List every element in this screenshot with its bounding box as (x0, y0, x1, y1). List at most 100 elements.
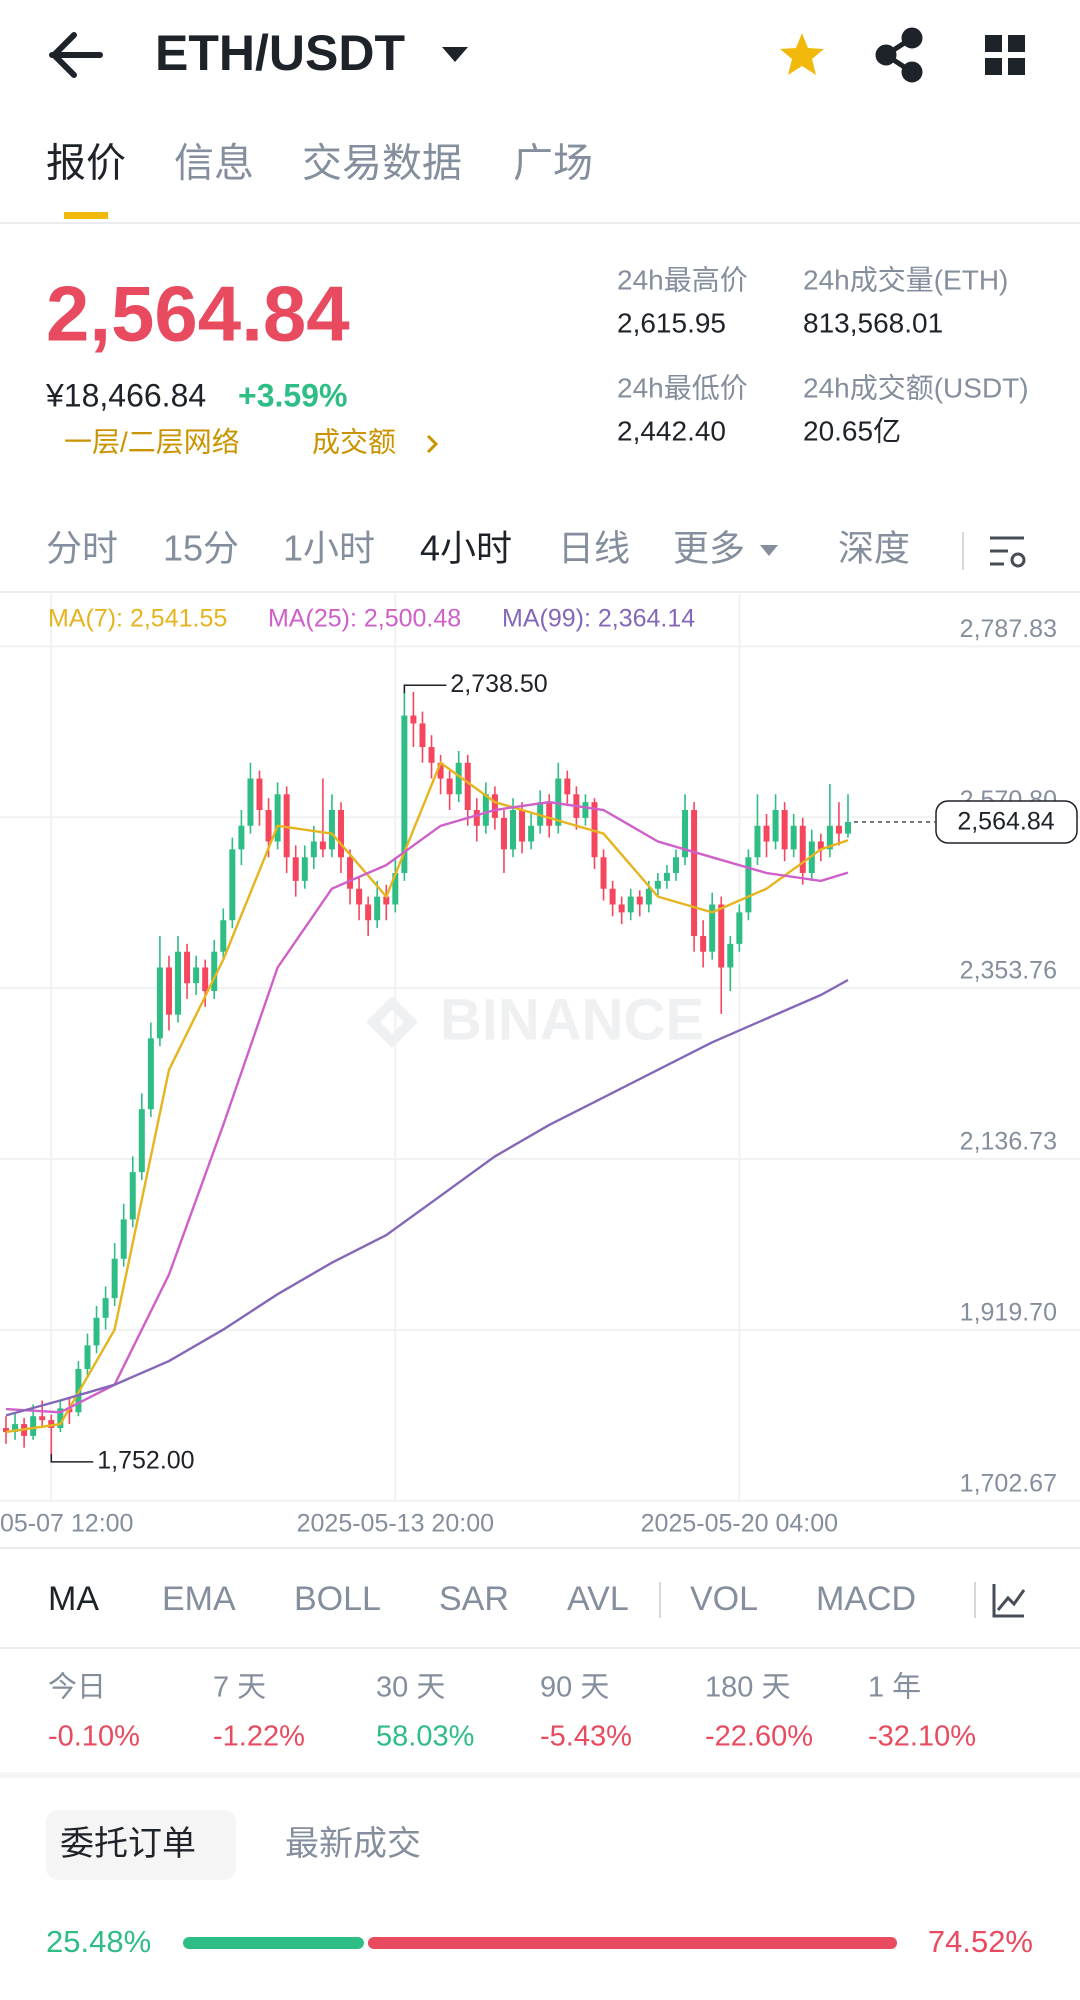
pair-title[interactable]: ETH/USDT (155, 25, 405, 81)
indicator-tab[interactable]: MA (48, 1580, 99, 1618)
volume-link[interactable]: 成交额 (312, 426, 396, 457)
candle-body (609, 888, 616, 905)
candle-body (473, 810, 480, 826)
x-tick-label: 2025-05-20 04:00 (641, 1510, 838, 1538)
stat-value: 2,615.95 (617, 307, 726, 338)
candle-body (39, 1416, 46, 1421)
share-button[interactable] (875, 27, 923, 83)
y-tick-label: 1,919.70 (960, 1298, 1057, 1326)
candle-body (564, 778, 571, 795)
candle-body (672, 857, 679, 873)
ma-line (5, 800, 849, 1414)
candle-body (464, 762, 471, 811)
candle-body (30, 1416, 37, 1436)
period-label: 180 天 (705, 1672, 790, 1704)
candle-body (274, 794, 281, 842)
candle-body (84, 1345, 91, 1369)
candle-body (138, 1109, 145, 1173)
candle-body (835, 825, 842, 834)
more-dropdown[interactable] (760, 545, 778, 556)
interval-tab[interactable]: 日线 (558, 528, 630, 569)
candle-body (301, 857, 308, 881)
candle-body (781, 810, 788, 850)
candle-body (582, 802, 589, 818)
candle-body (446, 778, 453, 795)
tab[interactable]: 报价 (46, 142, 126, 186)
candle-body (772, 810, 779, 842)
candle-body (220, 920, 227, 952)
menu-grid[interactable] (985, 35, 1025, 75)
buy-ratio: 25.48% (46, 1924, 151, 1959)
interval-tab[interactable]: 15分 (163, 528, 239, 569)
period-label: 90 天 (540, 1672, 609, 1704)
interval-tab[interactable]: 更多 (673, 528, 745, 569)
indicator-settings[interactable] (992, 1584, 1026, 1618)
candle-body (319, 841, 326, 850)
ratio-segment (367, 1937, 898, 1949)
annotation-leader (403, 684, 447, 694)
candle-body (256, 778, 263, 811)
period-change: 58.03% (376, 1721, 474, 1753)
candle-body (392, 872, 399, 905)
candle-body (754, 825, 761, 858)
back-button[interactable] (49, 32, 103, 78)
candle-body (129, 1172, 136, 1220)
period-label: 今日 (48, 1671, 106, 1704)
candle-body (736, 912, 743, 944)
price-change: +3.59% (238, 377, 347, 413)
candle-body (510, 810, 517, 850)
candle-body (283, 794, 290, 858)
candle-body (817, 841, 824, 850)
candle-body (618, 904, 625, 913)
stat-label: 24h最低价 (617, 372, 748, 403)
pair-dropdown[interactable] (442, 47, 468, 62)
candle-body (663, 872, 670, 881)
indicator-tab[interactable]: VOL (690, 1580, 758, 1618)
favorite-star[interactable] (780, 33, 824, 75)
candle-body (12, 1424, 19, 1432)
ma-line (5, 978, 849, 1417)
ma-line (5, 760, 849, 1434)
candle-body (48, 1420, 55, 1429)
candle-body (799, 825, 806, 873)
tab[interactable]: 广场 (513, 142, 593, 186)
candle-body (745, 857, 752, 913)
candle-body (229, 849, 236, 921)
tab[interactable]: 信息 (174, 142, 254, 186)
candle-body (175, 951, 182, 1015)
indicator-tab[interactable]: AVL (567, 1580, 629, 1618)
candle-body (718, 904, 725, 968)
legend-entry: MA(25): 2,500.48 (268, 605, 461, 633)
stat-value: 813,568.01 (803, 307, 943, 338)
candle-body (455, 762, 462, 795)
candle-body (310, 841, 317, 858)
ratio-segment (183, 1937, 364, 1949)
period-change: -32.10% (868, 1721, 976, 1753)
indicator-tab[interactable]: EMA (162, 1580, 236, 1618)
y-tick-label: 2,136.73 (960, 1128, 1057, 1156)
tab[interactable]: 交易数据 (302, 142, 462, 186)
candle-body (202, 967, 209, 992)
indicator-tab[interactable]: MACD (816, 1580, 916, 1618)
candle-body (500, 817, 507, 850)
interval-tab[interactable]: 4小时 (420, 528, 512, 569)
candle-body (591, 802, 598, 858)
candle-body (3, 1428, 9, 1432)
indicator-tab[interactable]: BOLL (294, 1580, 381, 1618)
candle-body (165, 967, 172, 1015)
interval-tab[interactable]: 深度 (838, 528, 910, 569)
candle-body (328, 810, 335, 850)
candle-body (247, 778, 254, 826)
order-tab[interactable]: 最新成交 (285, 1825, 421, 1863)
candle-body (636, 896, 643, 905)
interval-tab[interactable]: 分时 (46, 528, 118, 569)
indicator-tab[interactable]: SAR (439, 1580, 509, 1618)
candle-body (691, 810, 698, 936)
network-link[interactable]: 一层/二层网络 (64, 426, 240, 457)
candle-body (374, 896, 381, 921)
interval-tab[interactable]: 1小时 (283, 528, 375, 569)
stat-label: 24h成交额(USDT) (803, 372, 1029, 403)
chart-settings[interactable] (990, 536, 1026, 568)
order-tab[interactable]: 委托订单 (60, 1825, 196, 1863)
